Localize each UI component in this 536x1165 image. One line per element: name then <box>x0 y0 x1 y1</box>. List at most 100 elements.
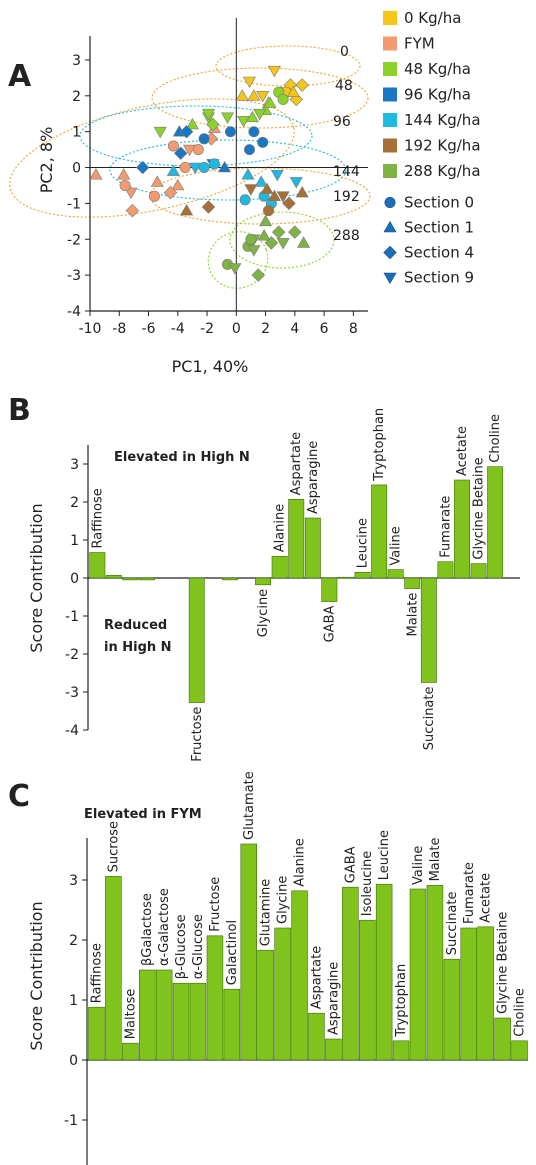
bar-fructose <box>206 935 224 1061</box>
bar-label-galactinol: Galactinol <box>225 920 240 985</box>
point-192-kg-ha-triangle-up <box>295 186 309 198</box>
point-0-kg-ha-triangle-up <box>235 89 249 101</box>
y-tick-label: 3 <box>70 457 79 473</box>
legend-label-fym: FYM <box>404 35 435 53</box>
y-tick-label: -2 <box>67 232 81 248</box>
bar-label-fumarate: Fumarate <box>438 496 453 558</box>
panel-a-legend: 0 Kg/ha FYM 48 Kg/ha 96 Kg/ha 144 Kg/ha 192 K… <box>383 9 481 287</box>
panel-b-annotation-bottom-1: Reduced <box>104 618 167 633</box>
group-label-96: 96 <box>333 114 351 130</box>
legend-swatch-96-kg-ha <box>383 87 397 102</box>
bar-leucine <box>375 883 393 1061</box>
bar-raffinose <box>88 1006 105 1061</box>
bar-label-aspartate: Aspartate <box>289 432 304 495</box>
point-fym-triangle-up <box>89 168 103 180</box>
y-tick-label: 1 <box>72 125 81 141</box>
legend-label-section-1: Section 1 <box>404 219 474 237</box>
panel-b-ylabel: Score Contribution <box>27 503 46 652</box>
y-tick-label: 1 <box>69 993 78 1009</box>
bar-label-fructose: Fructose <box>208 877 223 932</box>
bar-gaba <box>342 886 359 1061</box>
bar-label-asparagine: Asparagine <box>306 441 321 514</box>
bar-galactinol <box>222 577 238 581</box>
point-fym-circle <box>119 179 131 192</box>
bar-alanine <box>291 890 308 1061</box>
x-tick-label: -6 <box>142 321 156 337</box>
panel-a-letter: A <box>8 59 32 94</box>
bar-acetate <box>470 563 487 579</box>
point-288-kg-ha-diamond <box>271 225 286 239</box>
point-fym-circle <box>179 161 191 174</box>
bar-maltose <box>122 577 139 581</box>
legend-label-288-kg-ha: 288 Kg/ha <box>404 162 481 180</box>
point-144-kg-ha-triangle-up <box>241 168 255 180</box>
bar-valine <box>409 888 427 1061</box>
bar-label-alanine: Alanine <box>293 838 308 887</box>
bar-label-choline: Choline <box>513 988 528 1037</box>
panel-c-ylabel: Score Contribution <box>27 901 46 1050</box>
group-label-144: 144 <box>333 164 360 180</box>
point-288-kg-ha-triangle-up <box>259 214 273 227</box>
bar-succinate <box>437 561 454 579</box>
bar-galactose <box>139 577 155 581</box>
panel-c-annotation-top: Elevated in FYM <box>84 807 202 822</box>
bar-fumarate <box>454 479 470 579</box>
bar-label-asparagine: Asparagine <box>326 962 341 1035</box>
point-144-kg-ha-triangle-down <box>289 176 303 189</box>
legend-marker-section-4 <box>383 245 397 260</box>
legend-swatch-48-kg-ha <box>383 62 397 76</box>
y-tick-label: -2 <box>65 647 79 663</box>
legend-marker-section-9 <box>383 272 397 284</box>
legend-label-0-kg-ha: 0 Kg/ha <box>404 9 461 27</box>
y-tick-label: 3 <box>69 873 78 889</box>
point-192-kg-ha-triangle-down <box>244 184 258 196</box>
bar-label-glutamate: Glutamate <box>242 771 257 840</box>
panel-b-bars <box>89 466 504 703</box>
cluster-288-ellipse <box>229 211 335 269</box>
x-tick-label: -4 <box>171 321 185 337</box>
y-tick-label: -4 <box>65 723 79 739</box>
x-tick-label: 0 <box>232 321 241 337</box>
bar-tryptophan <box>392 1040 410 1061</box>
bar-galactose <box>139 969 156 1061</box>
bar-label-valine: Valine <box>389 526 404 565</box>
y-tick-label: -1 <box>65 609 79 625</box>
panel-a-xlabel: PC1, 40% <box>172 357 249 376</box>
bar-label-glutamine: Glutamine <box>259 879 274 947</box>
bar-glycine <box>271 555 288 579</box>
point-fym-triangle-up <box>117 168 131 180</box>
bar-maltose <box>122 1042 139 1061</box>
bar-label-isoleucine: Isoleucine <box>360 851 375 916</box>
bar-asparagine <box>325 1038 342 1061</box>
x-tick-label: -8 <box>112 321 126 337</box>
bar-label-glycine: Glycine <box>256 589 271 637</box>
group-label-192: 192 <box>333 189 360 205</box>
point-288-kg-ha-circle <box>245 233 257 245</box>
y-tick-label: 2 <box>70 495 79 511</box>
point-48-kg-ha-triangle-down <box>153 126 167 139</box>
point-144-kg-ha-circle <box>198 161 210 174</box>
bar-choline <box>511 1040 528 1061</box>
y-tick-label: 2 <box>69 933 78 949</box>
group-label-288: 288 <box>333 228 360 244</box>
bar-fumarate <box>460 927 477 1061</box>
bar-sucrose <box>105 574 122 579</box>
panel-c-letter: C <box>8 779 30 814</box>
bar-glucose <box>188 577 205 703</box>
point-fym-triangle-up <box>150 175 164 187</box>
bar-label-aspartate: Aspartate <box>310 946 325 1009</box>
point-144-kg-ha-circle <box>239 194 251 206</box>
bar-label-raffinose: Raffinose <box>90 943 105 1003</box>
bar-label-gaba: GABA <box>343 846 358 883</box>
point-48-kg-ha-circle <box>277 93 289 106</box>
bar-alanine <box>288 498 305 579</box>
point-96-kg-ha-circle <box>224 126 237 138</box>
cluster-96-ellipse <box>79 105 313 167</box>
legend-swatch-0-kg-ha <box>383 11 397 25</box>
bar-leucine <box>371 484 388 579</box>
point-288-kg-ha-triangle-up <box>297 236 311 248</box>
bar-isoleucine <box>354 571 371 579</box>
bar-label-succinate: Succinate <box>445 891 460 955</box>
bar-label-glycine-betaine: Glycine Betaine <box>472 457 487 559</box>
